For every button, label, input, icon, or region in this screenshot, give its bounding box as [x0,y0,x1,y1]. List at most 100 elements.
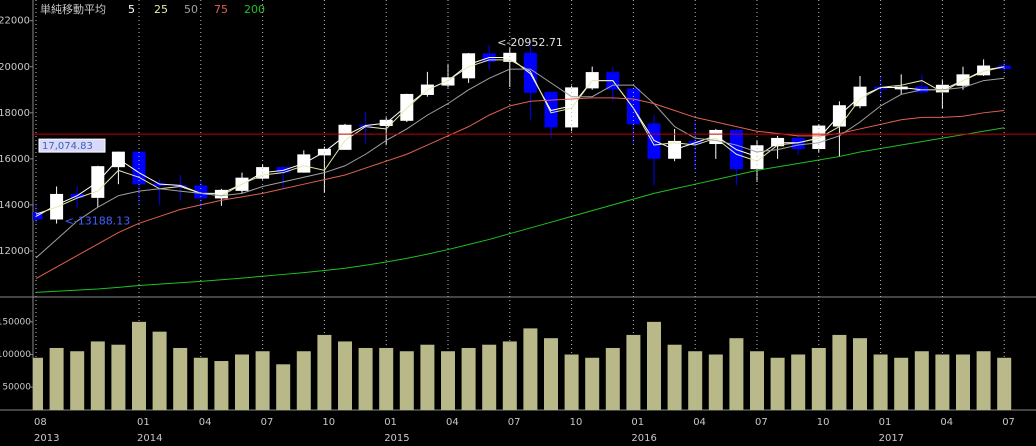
volume-plot [33,321,1012,410]
x-year-label: 2013 [34,433,59,444]
x-tick-label: 01 [384,417,397,428]
volume-bar [214,361,229,410]
y-tick-label: 16000 [0,154,30,165]
volume-bar [276,364,291,410]
x-tick-label: 10 [817,417,830,428]
volume-bar [832,334,847,410]
volume-bar [235,354,249,410]
x-tick-label: 10 [322,417,335,428]
volume-bar [296,351,311,410]
volume-bar [564,354,579,410]
volume-bar [193,357,208,410]
volume-bar [997,357,1012,410]
y-tick-label: 150000 [0,317,31,327]
candle-body [771,137,785,147]
reference-tag [38,138,106,153]
x-tick-label: 07 [755,417,768,428]
volume-bar [811,347,826,410]
legend-entry: 200 [244,3,265,16]
volume-bar [49,347,64,410]
volume-bar [111,344,126,410]
candle-body [214,189,228,199]
volume-bar [853,338,867,410]
candle-body [832,105,846,127]
x-tick-label: 08 [34,417,47,428]
volume-bar [544,338,558,410]
x-tick-label: 04 [446,417,459,428]
ma-line [35,127,1005,293]
volume-bar [976,351,991,410]
volume-bar [399,351,414,410]
volume-bar [90,341,105,410]
x-tick-label: 04 [199,417,212,428]
legend-entry: 25 [154,3,168,16]
volume-bar [70,351,85,410]
volume-bar [791,354,806,410]
x-tick-label: 10 [570,417,583,428]
volume-bar [894,357,909,410]
x-tick-label: 07 [261,417,274,428]
volume-bar [585,357,600,410]
x-tick-label: 01 [631,417,644,428]
volume-bar [33,357,43,410]
y-tick-label: 18000 [0,108,30,119]
x-year-label: 2016 [631,433,656,444]
volume-bar [502,341,517,410]
volume-bar [132,321,146,410]
annotation: <-20952.71 [497,36,563,49]
volume-bar [770,357,785,410]
legend-entry: 5 [128,3,135,16]
volume-bar [914,351,929,410]
volume-bar [420,344,435,410]
volume-bar [605,347,620,410]
volume-bar [873,354,888,410]
volume-bar [667,344,682,410]
volume-bar [358,347,373,410]
x-tick-label: 01 [879,417,892,428]
x-tick-label: 04 [693,417,706,428]
x-year-label: 2017 [879,433,904,444]
ma-line [35,68,1005,259]
x-tick-label: 07 [508,417,521,428]
volume-bar [729,338,744,410]
y-tick-label: 100000 [0,350,31,360]
x-tick-label: 04 [940,417,953,428]
legend-entry: 50 [184,3,198,16]
y-tick-label: 20000 [0,62,30,73]
candle-body [647,123,661,159]
reference-label: 17,074.83 [42,141,93,152]
ma-line [35,97,1005,280]
volume-bar [935,354,950,410]
y-tick-label: 22000 [0,16,30,27]
legend-entry: 75 [214,3,228,16]
volume-bar [708,354,723,410]
volume-bar [523,328,538,410]
volume-bar [647,321,661,410]
candle-body [812,125,826,150]
annotation: <-13188.13 [65,215,131,228]
volume-bar [338,341,352,410]
candle-body [338,124,352,150]
x-year-label: 2014 [137,433,162,444]
ma-line [35,59,1005,215]
legend-title: 単純移動平均 [40,2,106,16]
volume-bar [482,344,497,410]
x-year-label: 2015 [384,433,409,444]
x-tick-label: 01 [137,417,150,428]
y-tick-label: 50000 [2,383,31,393]
volume-bar [173,347,188,410]
candle-body [523,52,537,93]
volume-bar [379,347,394,410]
candle-body [626,88,640,125]
volume-bar [461,347,476,410]
y-tick-label: 14000 [0,200,30,211]
candle-body [750,145,764,170]
volume-bar [152,331,167,410]
candle-body [400,93,414,121]
candle-body [462,53,476,79]
y-tick-label: 12000 [0,246,30,257]
candle-body [441,77,455,86]
volume-bar [956,354,970,410]
